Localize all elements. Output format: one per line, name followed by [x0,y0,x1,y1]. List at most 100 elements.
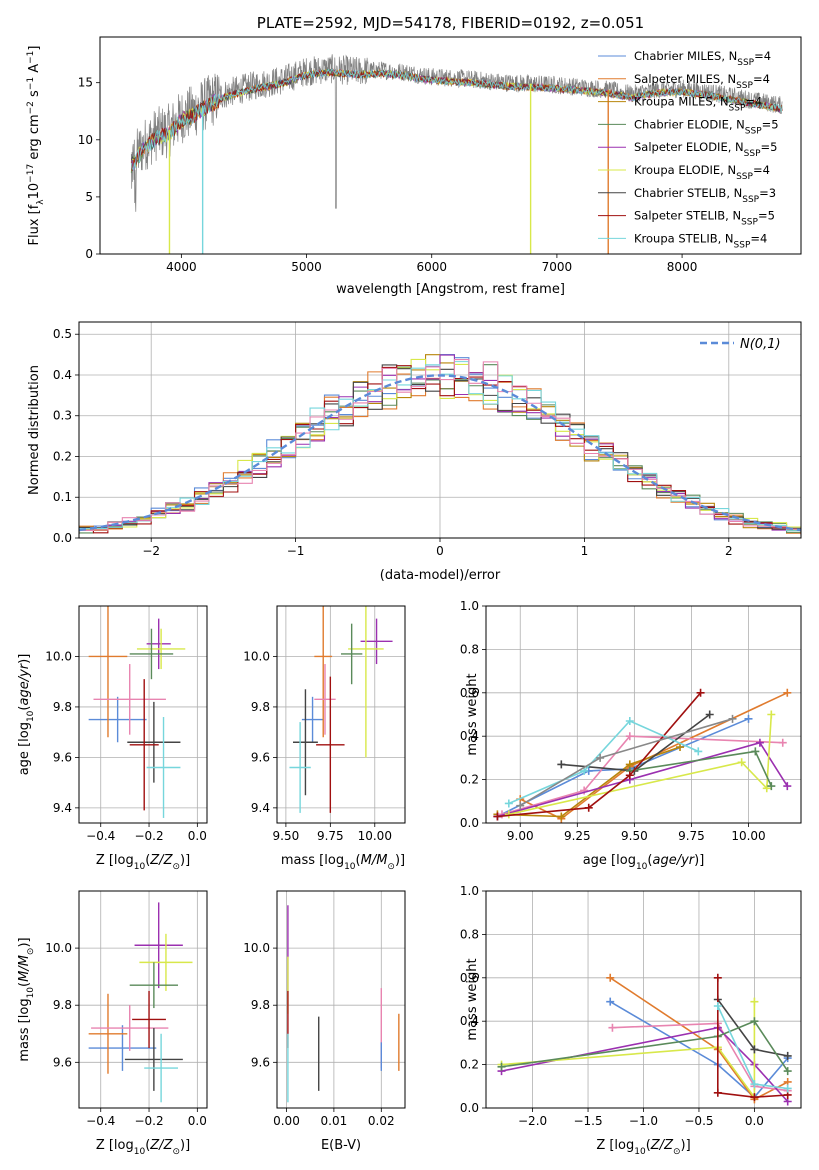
age-weight-series-line-1 [519,692,788,820]
ebv-mass-frame [276,890,406,1109]
Z-weight-series-marker-5-2 [783,1051,792,1060]
age-weight-series-marker-3-2 [625,732,634,741]
Z-weight-series-marker-6-0 [497,1062,506,1071]
Z-weight-series-marker-7-2 [750,1093,759,1102]
age-weight-series-marker-8-3 [696,688,705,697]
Z-weight-series-marker-1-0 [606,973,615,982]
Z-weight-series-marker-2-0 [608,1023,617,1032]
Z-weight-series-marker-8-1 [750,1080,759,1089]
age-weight-series-marker-9-3 [694,747,703,756]
Z-weight-series-line-0 [609,1001,789,1099]
Z-weight-series-line-2 [612,1022,788,1092]
residuals-yticklabel-4: 0.4 [53,368,72,382]
Z-age-xticklabel-1: −0.2 [134,829,163,843]
mass-age-xticklabel-1: 9.75 [317,829,344,843]
Z-age-frame [78,605,208,824]
age-weight-series-marker-5-1 [737,758,746,767]
age-weight-series-marker-4-2 [755,738,764,747]
Z-weight-series-marker-6-2 [750,1017,759,1026]
age-weight-series-marker-2-3 [676,743,685,752]
age-weight-series-marker-5-3 [767,710,776,719]
Z-age-yticklabel-2: 9.8 [53,700,72,714]
age-weight-yticklabel-0: 0.0 [460,816,479,830]
age-weight-yticklabel-3: 0.6 [460,686,479,700]
Z-mass-yticklabel-1: 9.8 [53,998,72,1012]
spectrum-yticklabel-2: 10 [78,133,93,147]
residuals-yticklabel-5: 0.5 [53,327,72,341]
spectrum-frame [99,36,802,255]
age-weight-series-marker-6-2 [705,710,714,719]
age-weight-series-line-3 [501,735,783,816]
Z-weight-series-marker-7-1 [713,1088,722,1097]
spectrum-axes: 4000 5000 6000 7000 8000 0 5 10 15 [78,76,698,274]
residuals-yticklabel-2: 0.2 [53,449,72,463]
mass-age-xticklabel-2: 10.00 [358,829,392,843]
spectrum-xticklabel-3: 7000 [542,260,573,274]
Z-weight-ylabel: mass weight [465,958,480,1040]
spectrum-legend-label-8: Kroupa STELIB, NSSP=4 [634,231,767,250]
age-weight-xticklabel-0: 9.00 [507,829,534,843]
residuals-xticklabel-4: 2 [725,544,733,558]
mass-age-axes: 9.50 9.75 10.00 9.4 9.6 9.8 10.0 [243,606,405,843]
spectrum-title: PLATE=2592, MJD=54178, FIBERID=0192, z=0… [257,14,644,32]
age-weight-series-marker-5-0 [504,810,513,819]
age-weight-yticklabel-5: 1.0 [460,599,479,613]
Z-mass-frame [78,890,208,1109]
age-weight-ylabel: mass weight [465,673,480,755]
age-weight-series-marker-10-2 [728,714,737,723]
Z-mass-yticklabel-0: 9.6 [53,1055,72,1069]
Z-weight-frame [485,890,802,1109]
age-weight-xlabel: age [log10(age/yr)] [583,853,705,872]
spectrum-data [130,54,783,254]
Z-age-ylabel: age [log10(age/yr)] [17,654,36,776]
ebv-mass-xlabel: E(B-V) [321,1138,361,1153]
age-weight-series-marker-8-0 [493,812,502,821]
spectrum-xticklabel-2: 6000 [416,260,447,274]
mass-age-yticklabel-1: 9.6 [251,750,270,764]
Z-weight-xlabel: Z [log10(Z/Z⊙)] [596,1138,690,1157]
spectrum-legend-label-5: Kroupa ELODIE, NSSP=4 [634,163,770,182]
residuals-xlabel: (data-model)/error [380,568,501,583]
spectrum-model-line-7 [130,68,783,171]
Z-mass-xlabel: Z [log10(Z/Z⊙)] [96,1138,190,1157]
spectrum-yticklabel-3: 15 [78,76,93,90]
spectrum-legend-label-3: Chabrier ELODIE, NSSP=5 [634,117,779,136]
Z-mass-xticklabel-0: −0.4 [86,1114,115,1128]
mass-age-data [289,606,393,813]
Z-weight-yticklabel-5: 1.0 [460,884,479,898]
age-weight-series-marker-10-0 [516,801,525,810]
age-weight-yticklabel-2: 0.4 [460,729,479,743]
residuals-gaussian-line [79,374,801,532]
Z-age-data [88,606,186,818]
age-weight-xticklabel-2: 9.50 [621,829,648,843]
residuals-legend-label: N(0,1) [740,337,781,352]
spectrum-legend-label-2: Kroupa MILES, NSSP=4 [634,95,762,114]
age-weight-series-marker-3-3 [778,738,787,747]
residuals-xticklabel-3: 1 [581,544,589,558]
spectrum-xticklabel-0: 4000 [166,260,197,274]
ebv-mass-xticklabel-0: 0.00 [273,1114,300,1128]
age-weight-series-marker-8-1 [584,803,593,812]
Z-mass-yticklabel-2: 10.0 [45,941,72,955]
mass-age-xticklabel-0: 9.50 [273,829,300,843]
Z-weight-xticklabel-2: −1.0 [629,1114,658,1128]
Z-weight-yticklabel-2: 0.4 [460,1014,479,1028]
age-weight-xticklabel-3: 9.75 [678,829,705,843]
Z-weight-xticklabel-0: −2.0 [518,1114,547,1128]
residuals-yticklabel-0: 0.0 [53,531,72,545]
mass-age-frame [276,605,406,824]
spectrum-yticklabel-1: 5 [85,190,93,204]
Z-weight-series-marker-4-3 [750,997,759,1006]
Z-mass-ylabel: mass [log10(M/M⊙)] [17,937,36,1061]
residuals-frame [78,321,802,539]
Z-age-xticklabel-0: −0.4 [86,829,115,843]
Z-weight-series-line-1 [609,977,789,1101]
mass-age-xlabel: mass [log10(M/M⊙)] [281,853,405,872]
age-weight-series-marker-6-0 [557,760,566,769]
age-weight-xticklabel-1: 9.25 [564,829,591,843]
spectrum-legend-label-6: Chabrier STELIB, NSSP=3 [634,186,776,205]
mass-age-yticklabel-2: 9.8 [251,700,270,714]
age-weight-series-line-9 [508,720,699,805]
Z-weight-yticklabel-0: 0.0 [460,1101,479,1115]
mass-age-yticklabel-0: 9.4 [251,801,270,815]
